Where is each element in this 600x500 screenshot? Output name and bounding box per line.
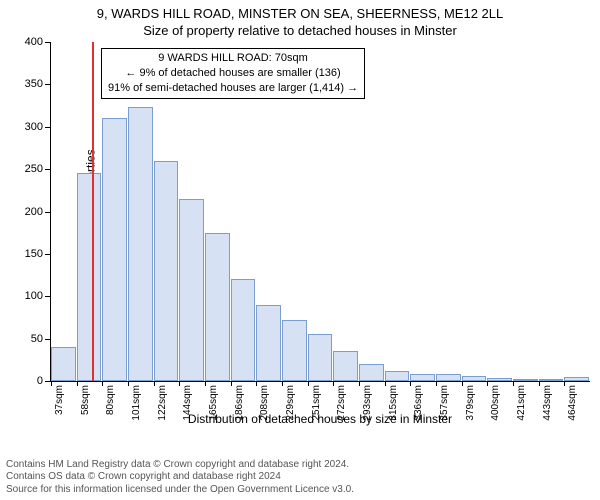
x-tick bbox=[77, 381, 78, 386]
footer-line-1: Contains HM Land Registry data © Crown c… bbox=[6, 459, 354, 472]
histogram-bar bbox=[462, 376, 487, 381]
x-tick bbox=[564, 381, 565, 386]
footer-line-3: Source for this information licensed und… bbox=[6, 484, 354, 497]
histogram-bar bbox=[359, 364, 384, 381]
histogram-bar bbox=[231, 279, 256, 381]
histogram-bar bbox=[128, 107, 153, 381]
footer-line-2: Contains OS data © Crown copyright and d… bbox=[6, 471, 354, 484]
x-tick-label: 37sqm bbox=[54, 385, 65, 415]
chart-container: Number of detached properties 0501001502… bbox=[50, 42, 590, 422]
marker-line bbox=[92, 42, 94, 381]
chart-subtitle: Size of property relative to detached ho… bbox=[0, 21, 600, 42]
histogram-bar bbox=[410, 374, 435, 381]
x-tick bbox=[256, 381, 257, 386]
histogram-bar bbox=[154, 161, 179, 381]
histogram-bar bbox=[308, 334, 333, 381]
y-tick-label: 400 bbox=[25, 36, 51, 48]
x-tick bbox=[359, 381, 360, 386]
histogram-bar bbox=[539, 379, 564, 381]
x-tick-label: 80sqm bbox=[105, 385, 116, 415]
annotation-line-2: ← 9% of detached houses are smaller (136… bbox=[108, 66, 358, 81]
y-tick-label: 350 bbox=[25, 78, 51, 90]
histogram-bar bbox=[333, 351, 358, 381]
histogram-bar bbox=[564, 377, 589, 381]
histogram-bar bbox=[256, 305, 281, 381]
histogram-bar bbox=[205, 233, 230, 381]
histogram-bar bbox=[179, 199, 204, 381]
footer-attribution: Contains HM Land Registry data © Crown c… bbox=[6, 459, 354, 497]
annotation-line-3: 91% of semi-detached houses are larger (… bbox=[108, 81, 358, 96]
y-tick-label: 150 bbox=[25, 248, 51, 260]
x-tick bbox=[333, 381, 334, 386]
annotation-line-1: 9 WARDS HILL ROAD: 70sqm bbox=[108, 51, 358, 66]
histogram-bar bbox=[513, 379, 538, 381]
y-tick-label: 250 bbox=[25, 163, 51, 175]
x-axis-label: Distribution of detached houses by size … bbox=[50, 412, 590, 426]
histogram-bar bbox=[77, 173, 102, 381]
x-tick bbox=[436, 381, 437, 386]
x-tick bbox=[154, 381, 155, 386]
x-tick bbox=[462, 381, 463, 386]
x-tick bbox=[128, 381, 129, 386]
y-tick-label: 300 bbox=[25, 121, 51, 133]
x-tick bbox=[513, 381, 514, 386]
x-tick bbox=[410, 381, 411, 386]
plot-area: 05010015020025030035040037sqm58sqm80sqm1… bbox=[50, 42, 590, 382]
x-tick bbox=[539, 381, 540, 386]
x-tick bbox=[231, 381, 232, 386]
x-tick bbox=[51, 381, 52, 386]
x-tick bbox=[102, 381, 103, 386]
histogram-bar bbox=[385, 371, 410, 381]
histogram-bar bbox=[51, 347, 76, 381]
histogram-bar bbox=[436, 374, 461, 381]
x-tick-label: 58sqm bbox=[80, 385, 91, 415]
x-tick bbox=[179, 381, 180, 386]
y-tick-label: 200 bbox=[25, 206, 51, 218]
histogram-bar bbox=[282, 320, 307, 381]
x-tick bbox=[308, 381, 309, 386]
x-tick bbox=[487, 381, 488, 386]
page-title: 9, WARDS HILL ROAD, MINSTER ON SEA, SHEE… bbox=[0, 0, 600, 21]
y-tick-label: 50 bbox=[31, 333, 51, 345]
x-tick bbox=[282, 381, 283, 386]
y-tick-label: 100 bbox=[25, 290, 51, 302]
x-tick bbox=[385, 381, 386, 386]
annotation-box: 9 WARDS HILL ROAD: 70sqm ← 9% of detache… bbox=[101, 48, 365, 99]
x-tick bbox=[205, 381, 206, 386]
y-tick-label: 0 bbox=[37, 375, 51, 387]
histogram-bar bbox=[102, 118, 127, 381]
histogram-bar bbox=[487, 378, 512, 381]
